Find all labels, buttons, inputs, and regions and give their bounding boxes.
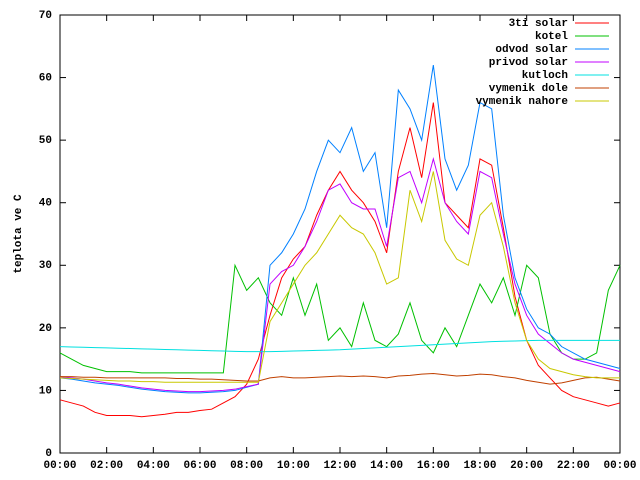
y-tick-label: 40 [39,198,52,210]
y-tick-label: 60 [39,72,52,84]
x-tick-label: 02:00 [90,460,123,472]
series-line [59,171,620,383]
x-tick-label: 08:00 [230,460,263,472]
series-line [59,102,621,418]
legend-label: kotel [535,31,568,43]
x-tick-label: 22:00 [557,460,590,472]
y-tick-label: 70 [39,10,52,22]
series-line [59,263,621,374]
x-tick-label: 06:00 [183,460,216,472]
x-tick-label: 16:00 [417,460,450,472]
legend-label: privod solar [489,57,568,69]
x-tick-label: 12:00 [323,460,356,472]
x-tick-label: 00:00 [603,460,636,472]
x-tick-label: 20:00 [510,460,543,472]
series-line [59,339,620,353]
y-axis-label: teplota ve C [13,194,25,274]
x-tick-label: 00:00 [43,460,76,472]
y-tick-label: 30 [39,260,52,272]
y-tick-label: 10 [39,385,52,397]
y-tick-label: 0 [45,448,52,460]
series-line [59,156,621,393]
series-line [60,373,621,385]
legend-label: 3ti solar [509,18,568,30]
x-tick-label: 14:00 [370,460,403,472]
legend-label: vymenik dole [489,83,569,95]
x-tick-label: 10:00 [277,460,310,472]
y-tick-label: 20 [39,323,52,335]
legend-label: odvod solar [495,44,568,56]
y-tick-label: 50 [39,135,52,147]
series-line [59,64,621,394]
x-tick-label: 18:00 [463,460,496,472]
legend-label: vymenik nahore [476,96,569,108]
legend-label: kutloch [522,70,568,82]
x-tick-label: 04:00 [137,460,170,472]
